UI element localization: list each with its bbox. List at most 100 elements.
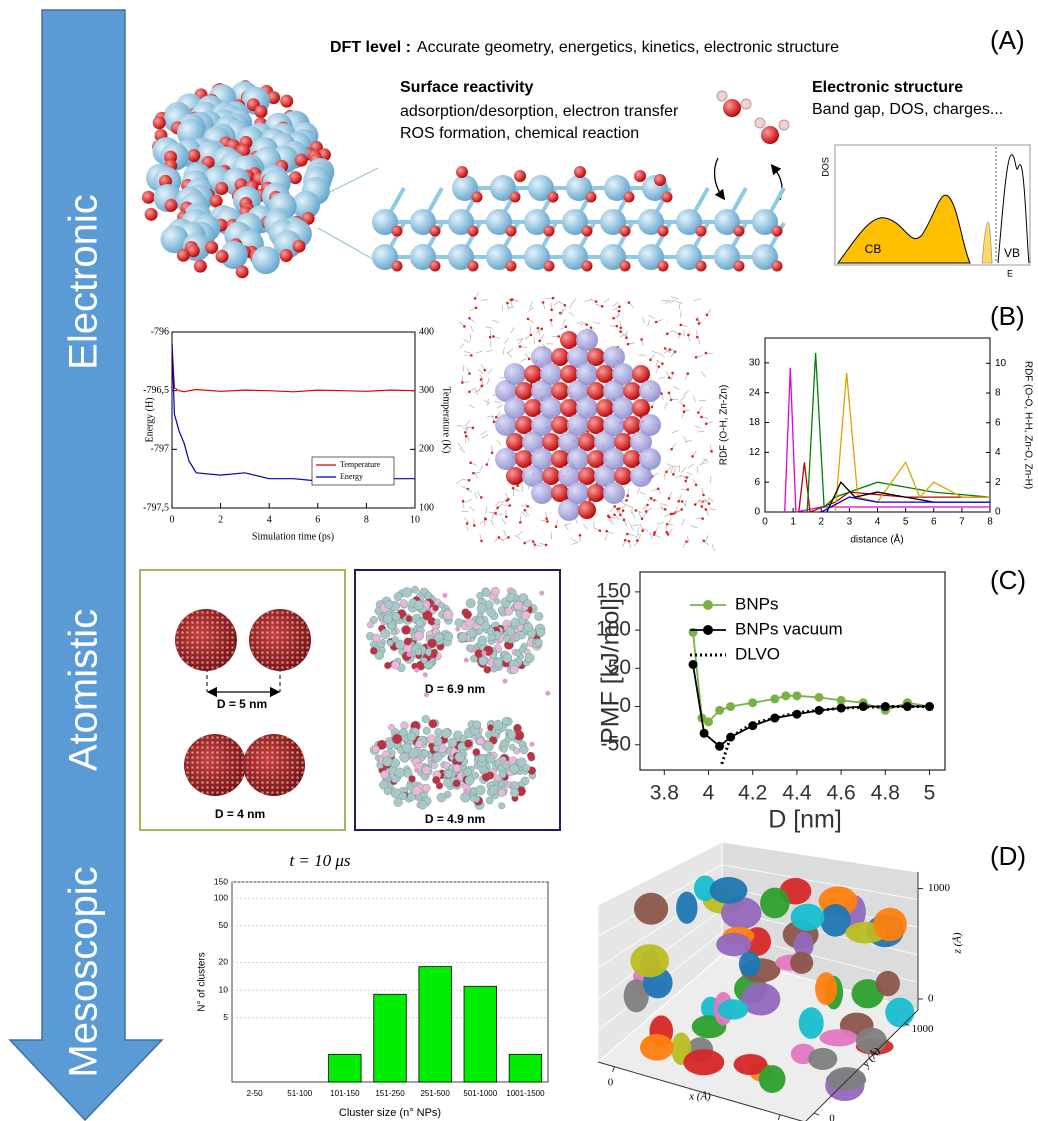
water-o bbox=[694, 355, 698, 359]
coated-atom bbox=[464, 739, 473, 748]
zn-atom bbox=[714, 209, 740, 235]
o-atom bbox=[585, 191, 597, 203]
h-atom bbox=[716, 90, 728, 102]
water-o bbox=[680, 508, 684, 511]
reactivity-line: adsorption/desorption, electron transfer bbox=[400, 103, 679, 120]
coated-atom bbox=[408, 775, 416, 783]
ion bbox=[545, 690, 551, 696]
water-bond bbox=[504, 337, 509, 344]
water-bond bbox=[494, 501, 501, 507]
water-o bbox=[616, 507, 619, 511]
coated-atom bbox=[432, 745, 440, 752]
water-bond bbox=[631, 511, 636, 519]
cluster-blob bbox=[676, 891, 698, 924]
cb-label: CB bbox=[865, 242, 882, 256]
water-o bbox=[545, 517, 548, 520]
o-atom bbox=[551, 348, 569, 366]
y-tick bbox=[813, 1112, 820, 1116]
coated-atom bbox=[482, 588, 491, 597]
o-atom bbox=[581, 225, 593, 237]
water-o bbox=[656, 487, 660, 491]
data-point bbox=[836, 695, 846, 705]
water-o bbox=[654, 320, 658, 324]
water-bond bbox=[709, 508, 717, 511]
water-bond bbox=[663, 473, 666, 481]
coated-atom bbox=[506, 593, 515, 602]
water-bond bbox=[463, 339, 471, 343]
coated-atom bbox=[454, 751, 465, 763]
zn-atom bbox=[160, 225, 189, 254]
water-o bbox=[686, 488, 690, 491]
o-atom bbox=[657, 260, 669, 272]
zn-atom bbox=[448, 209, 474, 235]
x-tick-label: 3.8 bbox=[650, 782, 679, 805]
y-tick-label: 50 bbox=[608, 656, 631, 679]
cluster-blob bbox=[717, 999, 749, 1020]
water-bond bbox=[649, 531, 653, 539]
zn-atom bbox=[604, 175, 630, 201]
water-o bbox=[649, 358, 652, 362]
data-point bbox=[836, 703, 846, 713]
water-bond bbox=[496, 404, 504, 409]
coated-atom bbox=[447, 737, 458, 748]
water-o bbox=[657, 365, 661, 368]
o-atom bbox=[587, 348, 605, 366]
water-o bbox=[707, 502, 711, 505]
x-tick-label: 6 bbox=[315, 514, 320, 525]
coated-atom bbox=[441, 728, 452, 739]
coated-atom bbox=[509, 664, 519, 674]
water-o bbox=[695, 335, 699, 339]
water-o bbox=[653, 531, 657, 534]
water-bond bbox=[512, 489, 515, 497]
plot-frame bbox=[639, 571, 946, 771]
water-o bbox=[461, 381, 464, 384]
coated-atom bbox=[428, 719, 438, 729]
water-o bbox=[518, 521, 522, 524]
coated-atom bbox=[405, 782, 414, 791]
coated-atom bbox=[513, 723, 522, 733]
ion bbox=[406, 651, 412, 657]
coated-atom bbox=[502, 653, 513, 663]
water-o bbox=[700, 415, 703, 419]
coated-atom bbox=[405, 615, 413, 623]
coated-atom bbox=[391, 612, 401, 622]
cluster-blob bbox=[630, 944, 670, 978]
legend-label: BNPs vacuum bbox=[735, 619, 843, 638]
water-o bbox=[701, 517, 704, 520]
axis-line bbox=[597, 1061, 804, 1121]
data-point bbox=[880, 702, 890, 712]
o-atom bbox=[551, 450, 569, 468]
water-o bbox=[469, 461, 472, 465]
o-atom bbox=[288, 171, 302, 185]
water-bond bbox=[494, 401, 502, 403]
water-o bbox=[682, 410, 686, 414]
zn-atom bbox=[576, 397, 598, 419]
coated-atom bbox=[478, 754, 487, 763]
zn-atom bbox=[603, 346, 625, 368]
coated-atom bbox=[399, 728, 408, 737]
o-atom bbox=[193, 259, 207, 273]
coated-atom bbox=[472, 720, 482, 730]
water-bond bbox=[619, 333, 627, 338]
data-point bbox=[814, 692, 824, 702]
o-atom bbox=[267, 91, 281, 105]
water-bond bbox=[641, 527, 649, 532]
coated-atom bbox=[401, 625, 411, 635]
zn-atom bbox=[251, 246, 280, 275]
o-atom bbox=[515, 450, 533, 468]
coated-atom bbox=[436, 792, 447, 803]
series-line bbox=[784, 367, 990, 513]
water-bond bbox=[521, 485, 523, 493]
zn-atom bbox=[562, 244, 588, 270]
water-o bbox=[468, 317, 471, 320]
y-tick-label: -796 bbox=[151, 326, 169, 337]
coated-atom bbox=[422, 726, 431, 735]
dft-headline: DFT level : Accurate geometry, energetics… bbox=[330, 39, 839, 56]
zn-atom bbox=[410, 244, 436, 270]
water-bond bbox=[652, 350, 660, 354]
coated-atom bbox=[463, 767, 473, 777]
scale-label: Electronic bbox=[62, 194, 106, 370]
water-bond bbox=[485, 506, 488, 514]
y-tick-label: 50 bbox=[219, 920, 229, 930]
coated-atom bbox=[534, 638, 543, 647]
